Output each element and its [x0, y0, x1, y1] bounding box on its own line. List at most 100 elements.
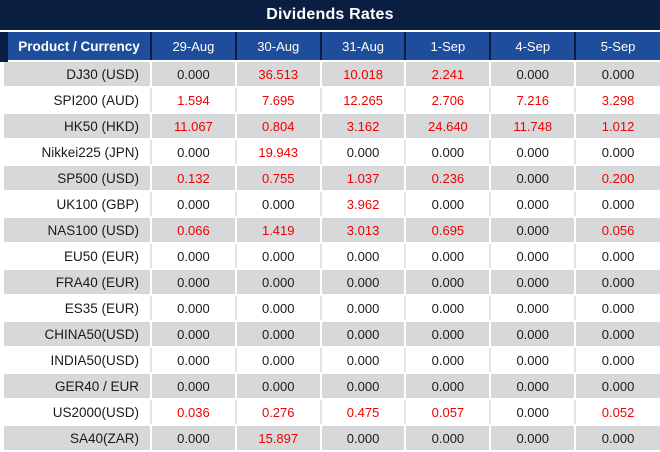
product-cell: UK100 (GBP)	[4, 191, 152, 218]
dividend-value-cell: 0.000	[151, 295, 237, 322]
dividend-value-cell: 0.000	[320, 295, 407, 322]
dividend-value-cell: 0.000	[320, 425, 407, 452]
dividend-value-cell: 11.067	[151, 113, 237, 140]
dividend-value-cell: 0.000	[575, 139, 660, 166]
dividend-value-cell: 0.000	[490, 217, 577, 244]
dividend-value-cell: 0.000	[320, 347, 407, 374]
dividend-value-cell: 3.013	[320, 217, 407, 244]
dividend-value-cell: 0.132	[151, 165, 237, 192]
dividend-value-cell: 0.000	[405, 243, 492, 270]
product-cell: DJ30 (USD)	[4, 61, 152, 88]
table-row: SA40(ZAR) 0.000 15.897 0.000 0.000 0.000 0.000	[4, 425, 660, 452]
table-row: ES35 (EUR) 0.000 0.000 0.000 0.000 0.000 0.000	[4, 295, 660, 322]
dividend-value-cell: 0.000	[235, 321, 322, 348]
dividend-value-cell: 15.897	[235, 425, 322, 452]
dividend-value-cell: 0.000	[405, 191, 492, 218]
column-header-4-sep: 4-Sep	[490, 32, 577, 62]
dividend-value-cell: 2.241	[405, 61, 492, 88]
dividend-value-cell: 0.000	[405, 347, 492, 374]
dividend-value-cell: 0.000	[575, 321, 660, 348]
dividend-value-cell: 0.000	[575, 269, 660, 296]
dividend-value-cell: 0.052	[575, 399, 660, 426]
dividends-table: Product / Currency 29-Aug 30-Aug 31-Aug 1-Se…	[0, 32, 660, 452]
dividend-value-cell: 0.000	[405, 373, 492, 400]
dividend-value-cell: 0.066	[151, 217, 237, 244]
product-cell: CHINA50(USD)	[4, 321, 152, 348]
product-cell: SPI200 (AUD)	[4, 87, 152, 114]
column-header-31-aug: 31-Aug	[320, 32, 407, 62]
table-row: DJ30 (USD) 0.000 36.513 10.018 2.241 0.000 0.0…	[4, 61, 660, 88]
product-cell: Nikkei225 (JPN)	[4, 139, 152, 166]
dividend-value-cell: 0.000	[235, 191, 322, 218]
product-cell: SP500 (USD)	[4, 165, 152, 192]
dividend-value-cell: 0.036	[151, 399, 237, 426]
dividend-value-cell: 0.000	[490, 165, 577, 192]
dividend-value-cell: 0.000	[405, 269, 492, 296]
table-row: FRA40 (EUR) 0.000 0.000 0.000 0.000 0.000 0.00…	[4, 269, 660, 296]
dividend-value-cell: 7.695	[235, 87, 322, 114]
dividend-value-cell: 0.000	[235, 373, 322, 400]
dividend-value-cell: 12.265	[320, 87, 407, 114]
table-title: Dividends Rates	[0, 0, 660, 32]
dividend-value-cell: 0.000	[575, 295, 660, 322]
product-cell: US2000(USD)	[4, 399, 152, 426]
dividend-value-cell: 0.000	[151, 139, 237, 166]
dividend-value-cell: 0.000	[490, 191, 577, 218]
dividend-value-cell: 0.000	[405, 425, 492, 452]
dividend-value-cell: 0.000	[320, 373, 407, 400]
dividend-value-cell: 0.000	[151, 425, 237, 452]
dividend-value-cell: 0.000	[151, 191, 237, 218]
dividend-value-cell: 0.000	[490, 243, 577, 270]
product-cell: SA40(ZAR)	[4, 425, 152, 452]
table-row: SP500 (USD) 0.132 0.755 1.037 0.236 0.000 0.20…	[4, 165, 660, 192]
dividend-value-cell: 3.298	[575, 87, 660, 114]
table-row: NAS100 (USD) 0.066 1.419 3.013 0.695 0.000 0.0…	[4, 217, 660, 244]
dividend-value-cell: 0.000	[490, 61, 577, 88]
dividend-value-cell: 0.000	[235, 295, 322, 322]
column-header-product: Product / Currency	[0, 32, 152, 62]
table-body: DJ30 (USD) 0.000 36.513 10.018 2.241 0.000 0.0…	[4, 61, 660, 452]
dividend-value-cell: 0.000	[320, 243, 407, 270]
dividend-value-cell: 0.000	[405, 295, 492, 322]
dividend-value-cell: 0.000	[405, 139, 492, 166]
dividend-value-cell: 0.000	[490, 269, 577, 296]
dividend-value-cell: 0.000	[405, 321, 492, 348]
dividend-value-cell: 7.216	[490, 87, 577, 114]
dividend-value-cell: 0.000	[235, 243, 322, 270]
column-header-29-aug: 29-Aug	[151, 32, 237, 62]
dividend-value-cell: 0.000	[151, 243, 237, 270]
dividend-value-cell: 0.000	[490, 321, 577, 348]
column-header-1-sep: 1-Sep	[405, 32, 492, 62]
dividend-value-cell: 0.056	[575, 217, 660, 244]
product-cell: GER40 / EUR	[4, 373, 152, 400]
product-cell: FRA40 (EUR)	[4, 269, 152, 296]
dividend-value-cell: 1.037	[320, 165, 407, 192]
product-cell: INDIA50(USD)	[4, 347, 152, 374]
dividend-value-cell: 1.012	[575, 113, 660, 140]
product-cell: ES35 (EUR)	[4, 295, 152, 322]
dividend-value-cell: 36.513	[235, 61, 322, 88]
dividend-value-cell: 3.162	[320, 113, 407, 140]
dividend-value-cell: 0.000	[151, 373, 237, 400]
dividend-value-cell: 0.000	[575, 243, 660, 270]
dividend-value-cell: 24.640	[405, 113, 492, 140]
dividend-value-cell: 0.236	[405, 165, 492, 192]
dividend-value-cell: 0.000	[575, 373, 660, 400]
table-row: SPI200 (AUD) 1.594 7.695 12.265 2.706 7.216 3.…	[4, 87, 660, 114]
dividend-value-cell: 0.000	[151, 269, 237, 296]
product-cell: HK50 (HKD)	[4, 113, 152, 140]
dividend-value-cell: 0.000	[490, 139, 577, 166]
dividend-value-cell: 11.748	[490, 113, 577, 140]
dividend-value-cell: 1.419	[235, 217, 322, 244]
dividend-value-cell: 0.000	[490, 295, 577, 322]
dividend-value-cell: 0.000	[151, 61, 237, 88]
dividend-value-cell: 0.475	[320, 399, 407, 426]
product-cell: NAS100 (USD)	[4, 217, 152, 244]
dividend-value-cell: 0.000	[320, 139, 407, 166]
dividend-value-cell: 0.200	[575, 165, 660, 192]
dividend-value-cell: 0.000	[575, 347, 660, 374]
dividend-value-cell: 0.000	[320, 269, 407, 296]
dividend-value-cell: 19.943	[235, 139, 322, 166]
table-row: CHINA50(USD) 0.000 0.000 0.000 0.000 0.000 0.0…	[4, 321, 660, 348]
